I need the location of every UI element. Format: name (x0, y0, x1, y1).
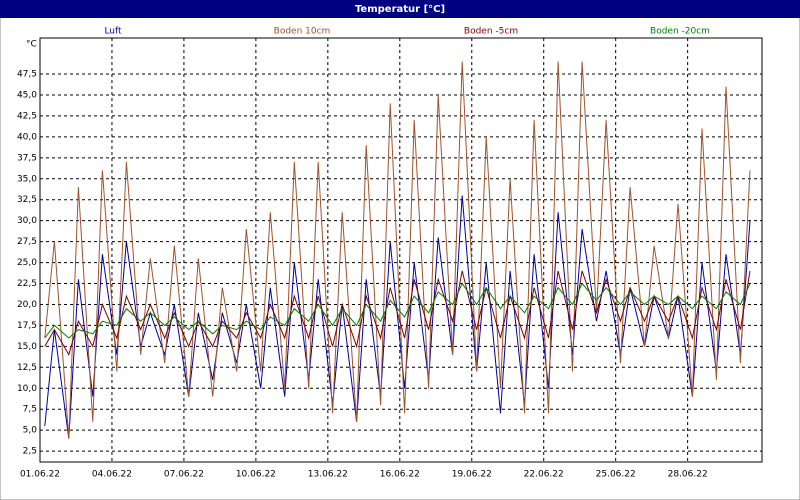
y-tick-label: 37,5 (17, 153, 37, 163)
y-tick-label: 7,5 (23, 405, 37, 415)
title-bar (0, 0, 800, 18)
y-tick-label: 47,5 (17, 70, 37, 80)
x-tick-label: 13.06.22 (308, 470, 348, 480)
y-tick-label: 45,0 (17, 90, 37, 100)
x-tick-label: 01.06.22 (20, 470, 60, 480)
y-tick-label: 27,5 (17, 237, 37, 247)
y-axis-label: °C (26, 40, 37, 50)
chart-title: Temperatur [°C] (355, 4, 445, 15)
y-tick-label: 35,0 (17, 174, 37, 184)
x-tick-label: 25.06.22 (596, 470, 636, 480)
y-tick-label: 32,5 (17, 195, 37, 205)
y-tick-label: 22,5 (17, 279, 37, 289)
x-tick-label: 10.06.22 (236, 470, 276, 480)
y-tick-label: 12,5 (17, 363, 37, 373)
x-tick-label: 22.06.22 (524, 470, 564, 480)
x-tick-label: 07.06.22 (164, 470, 204, 480)
legend-entry: Luft (104, 27, 122, 37)
y-tick-label: 15,0 (17, 342, 37, 352)
plot-area (39, 37, 763, 463)
y-tick-label: 2,5 (23, 447, 37, 457)
legend-entry: Boden 10cm (274, 27, 331, 37)
legend-entry: Boden -20cm (650, 27, 710, 37)
y-tick-label: 5,0 (23, 426, 38, 436)
y-tick-label: 40,0 (17, 132, 37, 142)
y-tick-label: 30,0 (17, 216, 37, 226)
x-tick-label: 19.06.22 (452, 470, 492, 480)
x-tick-label: 04.06.22 (92, 470, 132, 480)
x-tick-label: 28.06.22 (668, 470, 708, 480)
y-tick-label: 20,0 (17, 300, 37, 310)
y-tick-label: 25,0 (17, 258, 37, 268)
y-tick-label: 10,0 (17, 384, 37, 394)
y-tick-label: 17,5 (17, 321, 37, 331)
series-line (44, 61, 751, 439)
series-line (44, 270, 751, 356)
x-tick-label: 16.06.22 (380, 470, 420, 480)
y-tick-label: 42,5 (17, 111, 37, 121)
legend-entry: Boden -5cm (464, 27, 518, 37)
series-line (44, 282, 751, 339)
